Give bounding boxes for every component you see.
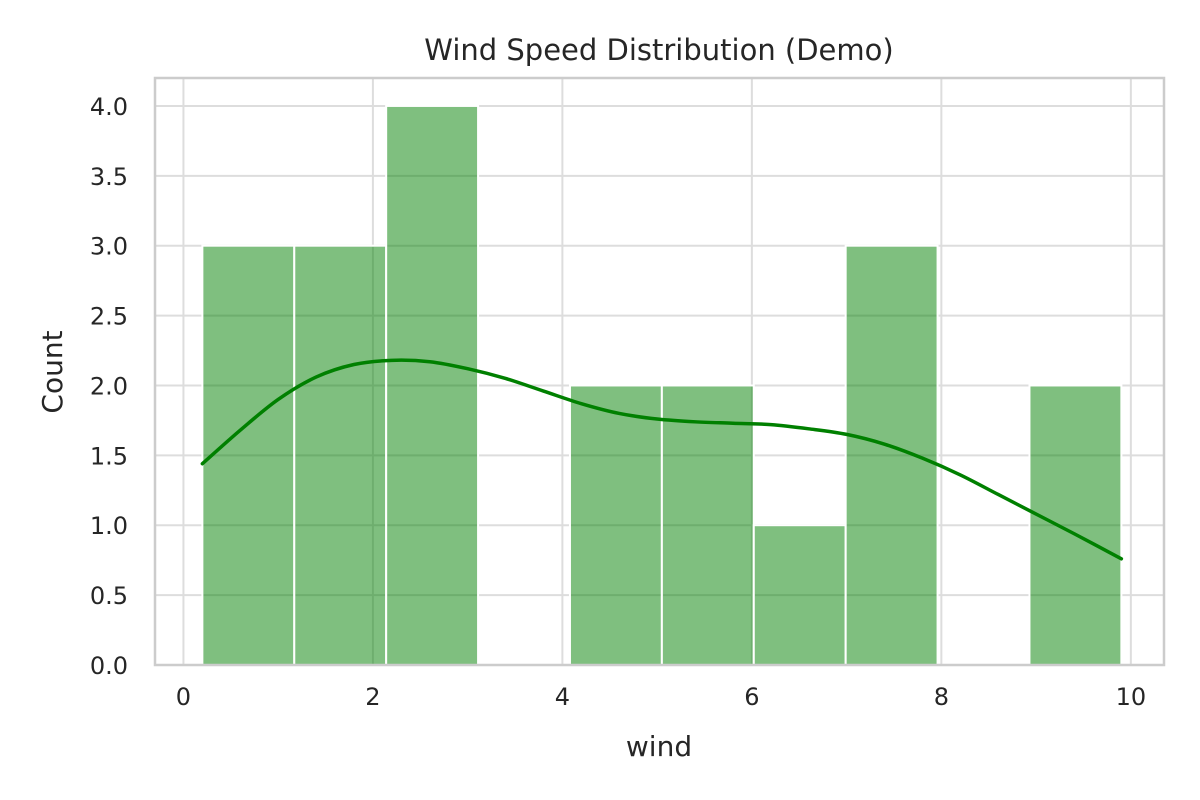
x-tick-label: 6 xyxy=(744,683,759,711)
x-tick-label: 2 xyxy=(365,683,380,711)
y-tick-label: 4.0 xyxy=(90,93,128,121)
x-tick-label: 4 xyxy=(555,683,570,711)
y-tick-label: 1.5 xyxy=(90,442,128,470)
histogram-bar xyxy=(293,244,388,666)
y-tick-label: 0.0 xyxy=(90,652,128,680)
x-tick-label: 10 xyxy=(1116,683,1147,711)
y-tick-label: 2.5 xyxy=(90,303,128,331)
histogram-bars xyxy=(201,104,1123,666)
x-axis-ticks: 0 2 4 6 8 10 xyxy=(176,683,1146,711)
x-tick-label: 0 xyxy=(176,683,191,711)
histogram-bar xyxy=(752,524,847,666)
y-tick-label: 3.0 xyxy=(90,233,128,261)
histogram-bar xyxy=(568,384,663,666)
y-tick-label: 3.5 xyxy=(90,163,128,191)
chart-title: Wind Speed Distribution (Demo) xyxy=(424,33,893,67)
histogram-bar xyxy=(1028,384,1123,666)
y-axis-label: Count xyxy=(36,330,69,413)
histogram-bar xyxy=(660,384,755,666)
y-axis-ticks: 0.0 0.5 1.0 1.5 2.0 2.5 3.0 3.5 4.0 xyxy=(90,93,128,680)
y-tick-label: 0.5 xyxy=(90,582,128,610)
y-tick-label: 2.0 xyxy=(90,372,128,400)
x-axis-label: wind xyxy=(626,730,692,763)
plot-frame xyxy=(153,76,1166,667)
histogram-bar xyxy=(385,104,480,666)
histogram-bar xyxy=(201,244,296,666)
histogram-bar xyxy=(844,244,939,666)
x-tick-label: 8 xyxy=(934,683,949,711)
y-tick-label: 1.0 xyxy=(90,512,128,540)
kde-curve xyxy=(200,358,1124,561)
